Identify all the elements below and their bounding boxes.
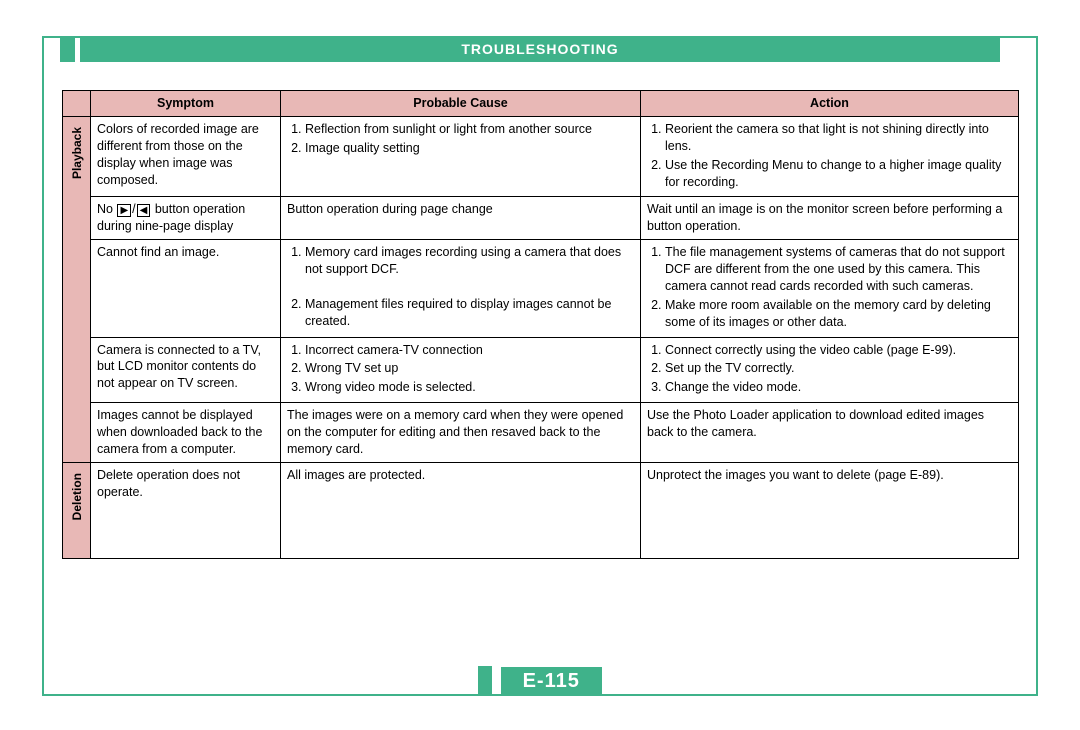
cell-action: Reorient the camera so that light is not… bbox=[641, 116, 1019, 197]
cell-symptom: Images cannot be displayed when download… bbox=[91, 403, 281, 463]
table-row: Camera is connected to a TV, but LCD mon… bbox=[63, 337, 1019, 403]
cell-symptom: Colors of recorded image are different f… bbox=[91, 116, 281, 197]
cell-cause: The images were on a memory card when th… bbox=[281, 403, 641, 463]
troubleshooting-table-wrap: Symptom Probable Cause Action Playback C… bbox=[62, 90, 1018, 559]
page-title: TROUBLESHOOTING bbox=[80, 36, 1000, 62]
table-row: Deletion Delete operation does not opera… bbox=[63, 462, 1019, 558]
col-header-category bbox=[63, 91, 91, 117]
cell-action: Wait until an image is on the monitor sc… bbox=[641, 197, 1019, 240]
page-number: E-115 bbox=[501, 667, 602, 696]
play-icon: ▶ bbox=[117, 204, 131, 217]
cell-cause: All images are protected. bbox=[281, 462, 641, 558]
cell-action: The file management systems of cameras t… bbox=[641, 240, 1019, 337]
cell-cause: Button operation during page change bbox=[281, 197, 641, 240]
cell-cause: Reflection from sunlight or light from a… bbox=[281, 116, 641, 197]
page-number-stub bbox=[478, 666, 492, 696]
col-header-cause: Probable Cause bbox=[281, 91, 641, 117]
cell-action: Unprotect the images you want to delete … bbox=[641, 462, 1019, 558]
table-row: No ▶/◀ button operation during nine-page… bbox=[63, 197, 1019, 240]
col-header-action: Action bbox=[641, 91, 1019, 117]
cell-action: Connect correctly using the video cable … bbox=[641, 337, 1019, 403]
title-stub bbox=[60, 36, 75, 62]
table-row: Images cannot be displayed when download… bbox=[63, 403, 1019, 463]
cell-action: Use the Photo Loader application to down… bbox=[641, 403, 1019, 463]
rewind-icon: ◀ bbox=[137, 204, 151, 217]
cell-symptom: Cannot find an image. bbox=[91, 240, 281, 337]
table-row: Cannot find an image. Memory card images… bbox=[63, 240, 1019, 337]
col-header-symptom: Symptom bbox=[91, 91, 281, 117]
cell-symptom: Delete operation does not operate. bbox=[91, 462, 281, 558]
cell-cause: Memory card images recording using a cam… bbox=[281, 240, 641, 337]
table-header-row: Symptom Probable Cause Action bbox=[63, 91, 1019, 117]
troubleshooting-table: Symptom Probable Cause Action Playback C… bbox=[62, 90, 1019, 559]
section-label-playback: Playback bbox=[63, 116, 91, 462]
cell-cause: Incorrect camera-TV connection Wrong TV … bbox=[281, 337, 641, 403]
table-row: Playback Colors of recorded image are di… bbox=[63, 116, 1019, 197]
cell-symptom: No ▶/◀ button operation during nine-page… bbox=[91, 197, 281, 240]
cell-symptom: Camera is connected to a TV, but LCD mon… bbox=[91, 337, 281, 403]
page-number-bar: E-115 bbox=[44, 666, 1036, 696]
section-label-deletion: Deletion bbox=[63, 462, 91, 558]
